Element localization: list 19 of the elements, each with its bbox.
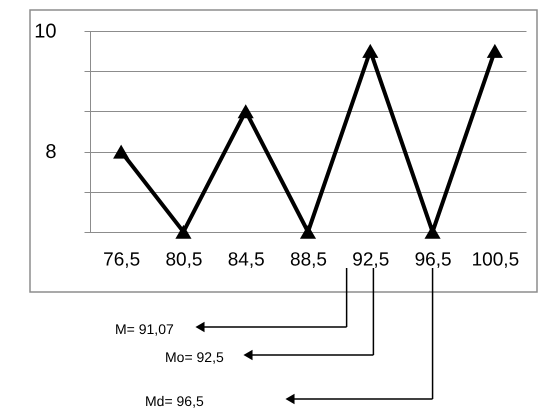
y-tick-label: 8 — [45, 141, 56, 164]
point — [424, 224, 441, 239]
x-tick-label: 100,5 — [472, 250, 520, 270]
point — [175, 224, 192, 239]
x-tick-label: 84,5 — [228, 250, 265, 270]
point — [238, 104, 254, 118]
x-tick-label: 80,5 — [165, 250, 202, 270]
text: Mo= 92,5 — [165, 349, 224, 365]
point — [362, 44, 378, 58]
y-tick-label: 10 — [34, 20, 56, 42]
text: Md= 96,5 — [145, 393, 204, 409]
x-tick-label: 88,5 — [290, 250, 327, 270]
point — [486, 44, 503, 58]
x-tick-label: 76,5 — [103, 250, 140, 270]
x-tick-label: 96,5 — [414, 250, 452, 270]
point — [113, 144, 130, 159]
point — [300, 224, 316, 239]
x-tick-label: 92,5 — [352, 250, 390, 270]
text: M= 91,07 — [115, 321, 174, 337]
